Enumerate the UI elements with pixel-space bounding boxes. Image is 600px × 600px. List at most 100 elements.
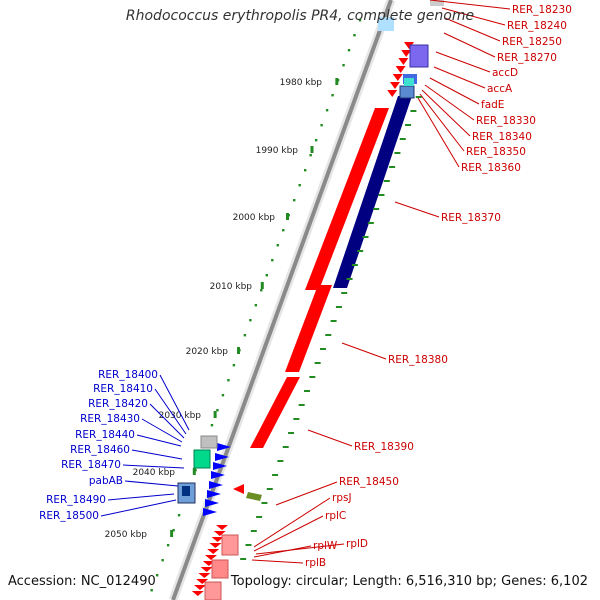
gene-arrow-ribosomal bbox=[196, 579, 209, 584]
leader-line bbox=[443, 32, 496, 58]
accession-text: Accession: NC_012490 bbox=[8, 574, 156, 589]
scale-tick-label: 1990 kbp bbox=[256, 146, 299, 156]
leader-line bbox=[251, 559, 304, 564]
strand-mark bbox=[383, 180, 390, 182]
scale-dot bbox=[358, 19, 362, 22]
scale-dot bbox=[155, 574, 159, 577]
leader-line bbox=[141, 418, 183, 443]
scale-dot bbox=[314, 139, 318, 142]
strand-mark bbox=[256, 516, 263, 518]
gene-arrow-small bbox=[401, 50, 412, 57]
gene-arrow-rer-18450 bbox=[233, 484, 244, 494]
gene-label-rer-18380: RER_18380 bbox=[388, 354, 448, 366]
strand-mark bbox=[314, 362, 321, 364]
gene-arrow-reverse-long bbox=[333, 96, 412, 288]
scale-major-tick bbox=[237, 347, 241, 354]
gene-label-rplc: rplC bbox=[325, 510, 346, 522]
gene-features bbox=[177, 0, 444, 600]
strand-mark bbox=[304, 390, 310, 392]
gene-block-olive bbox=[246, 492, 262, 501]
scale-dot bbox=[243, 334, 247, 337]
leader-line bbox=[100, 499, 177, 517]
strand-mark bbox=[261, 502, 268, 504]
gene-arrow-reverse-small bbox=[207, 490, 221, 498]
scale-tick-label: 2000 kbp bbox=[233, 213, 276, 223]
gene-arrow-reverse-small bbox=[215, 453, 229, 461]
gene-label-acca: accA bbox=[487, 83, 513, 95]
leader-line bbox=[107, 493, 175, 501]
gene-block-cyan bbox=[404, 78, 414, 86]
strand-mark bbox=[277, 460, 284, 462]
gene-label-rpsj: rpsJ bbox=[332, 492, 352, 504]
scale-dot bbox=[309, 154, 312, 157]
gene-labels: RER_18230 RER_18240 RER_18250 RER_18270 accD… bbox=[39, 4, 572, 569]
scale-dot bbox=[249, 319, 252, 322]
strand-mark bbox=[282, 446, 289, 448]
gene-label-rer-18370: RER_18370 bbox=[441, 212, 501, 224]
gene-block-purple bbox=[409, 44, 429, 68]
gene-arrow-rer-18380 bbox=[285, 285, 332, 372]
strand-mark bbox=[405, 124, 412, 126]
strand-mark bbox=[373, 208, 380, 210]
strand-mark bbox=[325, 334, 332, 336]
strand-mark bbox=[330, 320, 337, 322]
scale-dot bbox=[298, 184, 301, 187]
gene-arrow-ribosomal bbox=[209, 543, 222, 548]
leader-line bbox=[255, 543, 345, 555]
scale-dot bbox=[271, 259, 274, 262]
strand-mark bbox=[399, 138, 406, 140]
scale-dot bbox=[210, 424, 214, 427]
scale-major-tick bbox=[335, 78, 339, 85]
gene-block-gray bbox=[430, 0, 444, 6]
scale-dot bbox=[282, 229, 285, 232]
gene-arrow-reverse-small bbox=[205, 499, 219, 507]
gene-arrow-small bbox=[398, 58, 409, 65]
leader-line bbox=[419, 93, 465, 152]
scale-major-tick bbox=[260, 282, 264, 289]
scale-major-tick bbox=[213, 411, 217, 418]
leader-line bbox=[307, 429, 353, 447]
gene-arrow-reverse-small bbox=[209, 481, 223, 489]
scale-dot bbox=[150, 589, 153, 592]
scale-tick-label: 2010 kbp bbox=[210, 282, 253, 292]
scale-major-tick bbox=[192, 468, 196, 475]
scale-major-tick bbox=[310, 146, 314, 153]
strand-mark bbox=[250, 530, 257, 532]
gene-label-accd: accD bbox=[492, 67, 518, 79]
gene-arrow-rer-18370 bbox=[305, 108, 389, 290]
gene-arrow-small bbox=[404, 42, 414, 49]
strand-mark bbox=[394, 152, 401, 154]
strand-mark bbox=[341, 292, 348, 294]
scale-dot bbox=[347, 49, 351, 52]
scale-dot bbox=[342, 64, 345, 67]
scale-dot bbox=[254, 304, 258, 307]
scale-dot bbox=[232, 364, 236, 367]
gene-label-rpld: rplD bbox=[346, 538, 368, 550]
gene-label-rer-18400: RER_18400 bbox=[98, 369, 158, 381]
gene-label-rer-18450: RER_18450 bbox=[339, 476, 399, 488]
scale-tick-label: 1980 kbp bbox=[280, 78, 323, 88]
leader-line bbox=[124, 480, 179, 487]
gene-arrow-ribosomal bbox=[198, 573, 211, 578]
gene-label-rer-18420: RER_18420 bbox=[88, 398, 148, 410]
gene-arrow-small bbox=[390, 82, 400, 89]
leader-line bbox=[417, 97, 460, 168]
strand-mark bbox=[245, 544, 252, 546]
strand-mark bbox=[293, 418, 300, 420]
gene-arrow-ribosomal bbox=[205, 555, 217, 560]
scale-dot bbox=[221, 394, 225, 397]
strand-mark bbox=[298, 404, 305, 406]
gene-arrow-small bbox=[387, 90, 398, 97]
leader-line bbox=[275, 481, 338, 506]
leader-line bbox=[394, 201, 440, 218]
leader-line bbox=[131, 449, 183, 460]
gene-arrow-reverse-small bbox=[203, 508, 217, 516]
gene-arrow-ribosomal bbox=[207, 549, 220, 554]
gene-block-pink bbox=[211, 559, 229, 579]
scale-dot bbox=[276, 244, 279, 247]
leader-line bbox=[435, 51, 491, 73]
gene-arrow-reverse-small bbox=[213, 462, 227, 470]
leader-line bbox=[341, 342, 387, 360]
genome-summary-text: Topology: circular; Length: 6,516,310 bp… bbox=[230, 574, 588, 589]
scale-dot-track bbox=[150, 19, 362, 592]
